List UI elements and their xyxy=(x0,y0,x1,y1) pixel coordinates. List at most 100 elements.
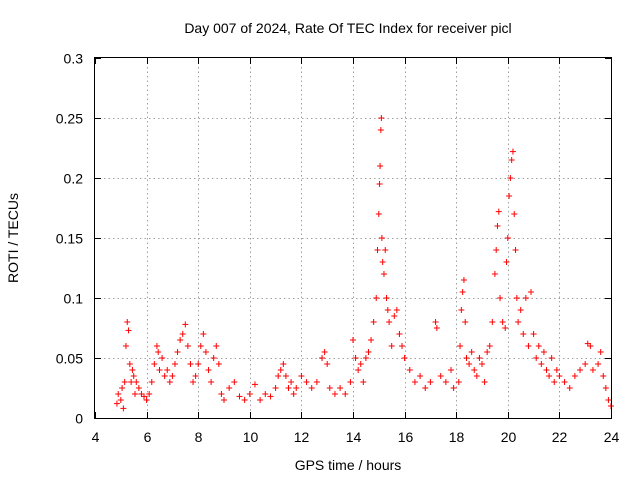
data-point xyxy=(285,385,292,391)
data-point xyxy=(288,379,295,385)
data-point xyxy=(298,373,305,379)
data-point xyxy=(131,391,138,397)
data-point xyxy=(352,355,359,361)
data-point xyxy=(125,327,132,334)
data-point xyxy=(491,271,498,277)
data-point xyxy=(396,331,403,337)
data-point xyxy=(226,385,233,391)
data-point xyxy=(543,367,550,373)
data-point xyxy=(484,349,491,355)
data-point xyxy=(374,247,381,253)
data-point xyxy=(290,391,297,397)
x-tick-label: 20 xyxy=(501,429,517,445)
data-point xyxy=(525,343,532,349)
data-point xyxy=(458,307,465,313)
data-point xyxy=(126,361,133,367)
data-point xyxy=(350,337,356,343)
data-point xyxy=(377,127,384,133)
data-point xyxy=(360,379,367,385)
data-point xyxy=(460,277,467,283)
data-point xyxy=(251,381,258,388)
data-point xyxy=(503,259,510,265)
data-point xyxy=(479,361,485,367)
data-point xyxy=(427,379,434,385)
data-point xyxy=(184,343,191,349)
data-point xyxy=(553,367,560,373)
data-point xyxy=(308,385,315,391)
data-point xyxy=(388,343,395,349)
data-point xyxy=(119,385,126,391)
data-point xyxy=(324,361,331,367)
y-tick-label: 0 xyxy=(75,411,83,427)
data-point xyxy=(540,349,547,355)
data-point xyxy=(486,343,493,349)
axis-ticks: 4 6 8 10 12 14 16 18 20 22 24 0 0.05 0.1 0.15 0.2 0.25 0.… xyxy=(56,51,620,446)
data-point xyxy=(504,235,511,241)
data-point xyxy=(556,373,563,379)
data-point xyxy=(210,355,217,361)
data-point xyxy=(502,325,509,331)
data-point xyxy=(241,397,248,403)
data-point xyxy=(236,393,243,400)
data-point xyxy=(468,349,475,355)
data-point xyxy=(448,367,455,373)
data-point xyxy=(124,319,131,325)
y-tick-label: 0.25 xyxy=(56,111,83,127)
data-point xyxy=(218,391,225,397)
data-point xyxy=(362,355,369,361)
data-point xyxy=(155,349,162,355)
data-point xyxy=(382,247,389,253)
data-point xyxy=(153,343,160,349)
data-point xyxy=(587,343,594,349)
data-point xyxy=(357,361,364,367)
x-tick-label: 18 xyxy=(449,429,465,445)
data-point xyxy=(277,367,284,373)
data-point xyxy=(499,319,506,325)
data-point xyxy=(337,385,344,391)
data-point xyxy=(406,367,413,373)
data-point xyxy=(433,325,440,331)
data-point xyxy=(530,331,537,337)
data-point xyxy=(548,355,555,361)
data-point xyxy=(511,211,518,217)
plot-frame xyxy=(94,57,612,419)
data-point xyxy=(551,379,558,385)
data-point xyxy=(171,361,178,367)
data-point xyxy=(192,373,199,379)
data-point xyxy=(582,361,589,367)
data-point xyxy=(379,259,386,265)
data-point xyxy=(422,385,429,391)
data-point xyxy=(121,379,128,385)
data-point xyxy=(605,397,612,403)
data-point xyxy=(463,355,470,361)
data-point xyxy=(437,373,444,379)
data-point xyxy=(432,319,439,325)
data-point xyxy=(122,343,129,349)
data-point xyxy=(399,343,406,349)
data-point xyxy=(481,379,488,385)
data-point xyxy=(282,373,289,379)
data-point xyxy=(177,337,184,343)
data-point xyxy=(515,319,522,325)
data-point xyxy=(148,379,155,385)
data-point xyxy=(377,163,384,169)
data-point xyxy=(169,373,176,379)
data-point xyxy=(476,355,483,361)
data-point xyxy=(365,349,372,355)
data-point xyxy=(370,319,377,325)
data-point xyxy=(164,367,171,373)
data-point xyxy=(313,379,320,385)
data-point xyxy=(319,355,326,361)
data-point xyxy=(373,295,380,301)
data-point xyxy=(533,355,540,361)
data-point xyxy=(215,361,222,367)
data-point xyxy=(383,295,390,301)
data-point xyxy=(197,343,204,349)
y-tick-label: 0.3 xyxy=(64,51,84,67)
data-point xyxy=(384,307,391,313)
data-point xyxy=(303,379,310,385)
data-point xyxy=(509,148,516,155)
y-tick-label: 0.15 xyxy=(56,231,83,247)
y-tick-label: 0.05 xyxy=(56,351,83,367)
